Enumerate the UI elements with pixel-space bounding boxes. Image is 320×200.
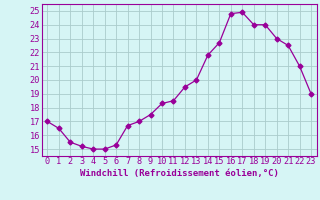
X-axis label: Windchill (Refroidissement éolien,°C): Windchill (Refroidissement éolien,°C) [80,169,279,178]
